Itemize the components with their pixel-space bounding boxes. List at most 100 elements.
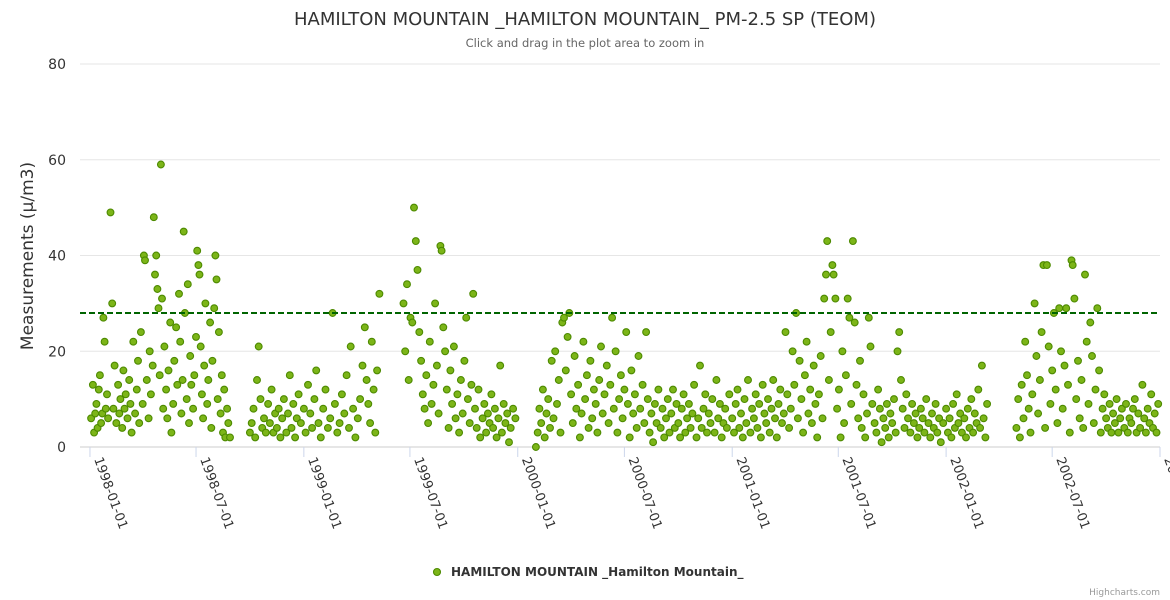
data-point[interactable] (1041, 423, 1050, 432)
data-point[interactable] (166, 318, 175, 327)
credits-link[interactable]: Highcharts.com (1089, 588, 1160, 598)
data-point[interactable] (291, 433, 300, 442)
data-point[interactable] (1091, 385, 1100, 394)
data-point[interactable] (939, 419, 948, 428)
data-point[interactable] (874, 385, 883, 394)
data-point[interactable] (141, 256, 149, 265)
data-point[interactable] (474, 385, 483, 394)
data-point[interactable] (701, 390, 710, 399)
data-point[interactable] (253, 376, 261, 384)
data-point[interactable] (223, 404, 232, 413)
data-point[interactable] (1134, 409, 1143, 418)
data-point[interactable] (463, 395, 472, 404)
data-point[interactable] (408, 318, 417, 327)
data-point[interactable] (785, 423, 794, 432)
data-point[interactable] (708, 395, 717, 404)
data-point[interactable] (786, 404, 795, 413)
data-point[interactable] (681, 428, 690, 437)
data-point[interactable] (1084, 399, 1093, 408)
data-point[interactable] (345, 423, 353, 432)
data-point[interactable] (441, 347, 450, 356)
data-point[interactable] (859, 390, 868, 399)
data-point[interactable] (663, 395, 672, 404)
data-point[interactable] (579, 337, 588, 346)
data-point[interactable] (373, 366, 382, 375)
data-point[interactable] (321, 385, 330, 394)
data-point[interactable] (314, 419, 323, 428)
data-point[interactable] (1051, 385, 1060, 394)
data-point[interactable] (217, 371, 226, 380)
data-point[interactable] (126, 399, 135, 408)
data-point[interactable] (91, 409, 100, 418)
data-point[interactable] (924, 419, 933, 428)
data-point[interactable] (551, 347, 560, 356)
data-point[interactable] (554, 376, 563, 384)
data-point[interactable] (415, 328, 424, 337)
data-point[interactable] (893, 347, 902, 356)
data-point[interactable] (847, 399, 856, 408)
data-point[interactable] (1077, 376, 1086, 384)
data-point[interactable] (643, 395, 652, 404)
data-point[interactable] (1057, 347, 1065, 356)
data-point[interactable] (413, 265, 422, 274)
data-point[interactable] (206, 318, 215, 327)
data-point[interactable] (560, 313, 568, 322)
data-point[interactable] (742, 419, 751, 428)
data-point[interactable] (615, 395, 624, 404)
data-point[interactable] (434, 409, 443, 418)
data-point[interactable] (1012, 423, 1021, 432)
data-point[interactable] (337, 390, 346, 399)
data-point[interactable] (214, 328, 223, 337)
data-point[interactable] (156, 160, 165, 169)
data-point[interactable] (1109, 409, 1118, 418)
data-point[interactable] (556, 428, 565, 437)
data-point[interactable] (597, 342, 605, 351)
data-point[interactable] (310, 395, 319, 404)
data-point[interactable] (740, 395, 749, 404)
data-point[interactable] (1154, 399, 1163, 408)
data-point[interactable] (706, 419, 715, 428)
data-point[interactable] (1112, 395, 1121, 404)
data-point[interactable] (417, 356, 426, 365)
data-point[interactable] (155, 371, 164, 380)
data-point[interactable] (1096, 428, 1105, 437)
data-point[interactable] (136, 328, 145, 337)
data-point[interactable] (703, 428, 711, 437)
data-point[interactable] (936, 438, 945, 447)
data-point[interactable] (356, 395, 365, 404)
data-point[interactable] (561, 366, 570, 375)
data-point[interactable] (176, 337, 185, 346)
data-point[interactable] (928, 409, 936, 418)
data-point[interactable] (170, 356, 179, 365)
data-point[interactable] (256, 395, 265, 404)
data-point[interactable] (694, 414, 703, 423)
data-point[interactable] (123, 414, 132, 423)
data-point[interactable] (264, 399, 273, 408)
data-point[interactable] (411, 237, 420, 246)
data-point[interactable] (1116, 414, 1125, 423)
data-point[interactable] (287, 423, 296, 432)
data-point[interactable] (103, 390, 111, 399)
data-point[interactable] (649, 438, 658, 447)
data-point[interactable] (185, 419, 193, 428)
data-point[interactable] (802, 337, 811, 346)
data-point[interactable] (148, 361, 157, 370)
data-point[interactable] (1062, 304, 1071, 313)
data-point[interactable] (535, 404, 544, 413)
data-point[interactable] (676, 433, 685, 442)
data-point[interactable] (822, 270, 830, 279)
data-point[interactable] (918, 414, 927, 423)
data-point[interactable] (460, 356, 469, 365)
data-point[interactable] (690, 380, 699, 389)
data-point[interactable] (1114, 428, 1123, 437)
data-point[interactable] (104, 414, 113, 423)
data-point[interactable] (1122, 399, 1130, 408)
data-point[interactable] (1100, 390, 1109, 399)
data-point[interactable] (163, 414, 172, 423)
data-point[interactable] (1081, 270, 1089, 279)
data-point[interactable] (911, 409, 920, 418)
data-point[interactable] (323, 423, 332, 432)
data-point[interactable] (540, 433, 549, 442)
data-point[interactable] (933, 428, 942, 437)
data-point[interactable] (1150, 409, 1159, 418)
